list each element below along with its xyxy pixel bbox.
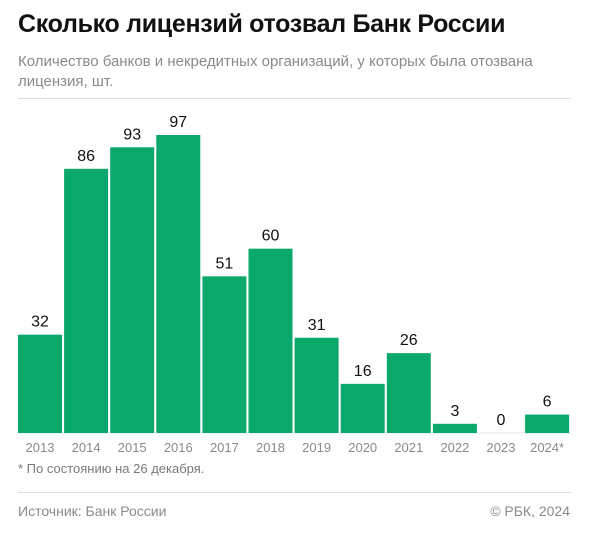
value-label-2013: 32	[31, 314, 49, 331]
value-label-2014: 86	[77, 148, 95, 165]
x-tick-2024: 2024*	[530, 440, 564, 455]
bar-2017	[202, 276, 247, 433]
bar-2024	[525, 414, 570, 433]
value-label-2017: 51	[216, 255, 234, 272]
chart-title: Сколько лицензий отозвал Банк России	[18, 10, 506, 38]
x-tick-2018: 2018	[256, 440, 285, 455]
value-label-2023: 0	[497, 412, 506, 429]
value-label-2021: 26	[400, 332, 418, 349]
footnote: * По состоянию на 26 декабря.	[18, 461, 205, 476]
value-label-2022: 3	[450, 403, 459, 420]
x-tick-2015: 2015	[118, 440, 147, 455]
value-label-2018: 60	[262, 228, 280, 245]
top-divider	[18, 98, 571, 99]
credit-label: © РБК, 2024	[490, 503, 570, 519]
x-tick-2021: 2021	[394, 440, 423, 455]
x-tick-2017: 2017	[210, 440, 239, 455]
x-tick-2020: 2020	[348, 440, 377, 455]
value-label-2015: 93	[123, 126, 141, 143]
chart-subtitle: Количество банков и некредитных организа…	[18, 53, 533, 90]
bar-2014	[64, 168, 109, 433]
bar-2016	[156, 135, 201, 433]
x-tick-2013: 2013	[26, 440, 55, 455]
bar-chart: 3220138620149320159720165120176020183120…	[18, 114, 572, 455]
bar-2015	[110, 147, 155, 433]
x-tick-2023: 2023	[487, 440, 516, 455]
bar-2021	[386, 353, 431, 433]
x-tick-2014: 2014	[72, 440, 101, 455]
bar-2013	[18, 334, 62, 433]
bar-2020	[340, 383, 385, 433]
bar-2019	[294, 337, 339, 433]
value-label-2016: 97	[169, 114, 187, 131]
value-label-2024: 6	[543, 394, 552, 411]
source-label: Источник: Банк России	[18, 503, 167, 519]
x-tick-2016: 2016	[164, 440, 193, 455]
x-tick-2022: 2022	[440, 440, 469, 455]
value-label-2019: 31	[308, 317, 326, 334]
bar-2018	[248, 248, 293, 433]
x-tick-2019: 2019	[302, 440, 331, 455]
value-label-2020: 16	[354, 363, 372, 380]
bar-2022	[432, 423, 477, 433]
bottom-divider	[18, 492, 571, 493]
